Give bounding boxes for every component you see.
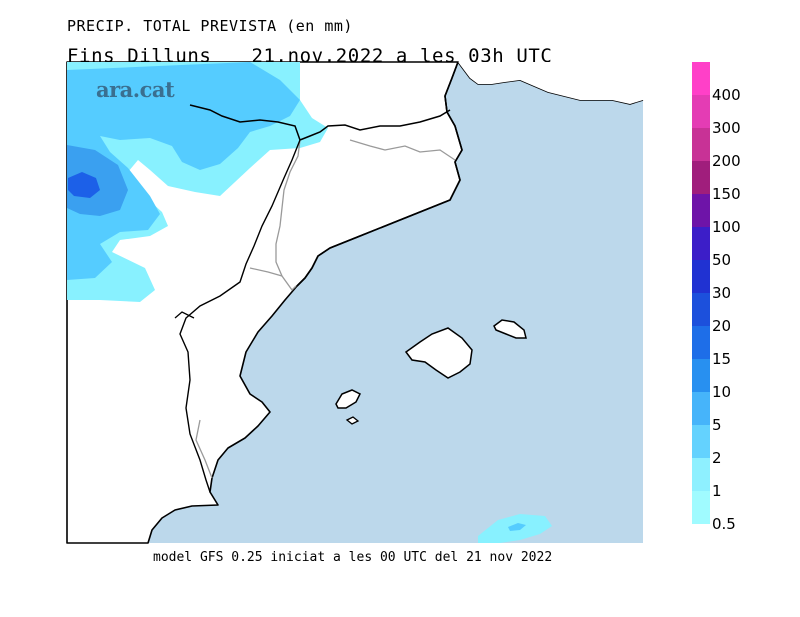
island-menorca xyxy=(493,319,527,339)
legend-swatch xyxy=(692,128,710,161)
legend-swatch xyxy=(692,326,710,359)
model-footer: model GFS 0.25 iniciat a les 00 UTC del … xyxy=(153,550,553,565)
valencia-border xyxy=(249,267,283,277)
legend-swatch xyxy=(692,62,710,95)
map-title: PRECIP. TOTAL PREVISTA (en mm) xyxy=(67,17,353,35)
island-formentera xyxy=(345,416,360,425)
border-notch xyxy=(174,311,195,319)
legend-swatch xyxy=(692,194,710,227)
island-mallorca xyxy=(404,327,473,379)
legend-label: 50 xyxy=(712,251,732,269)
legend-label: 400 xyxy=(712,86,741,104)
brand-logo: ara.cat xyxy=(96,77,175,102)
catalan-coast xyxy=(296,61,463,287)
legend-label: 300 xyxy=(712,119,741,137)
precipitation-field xyxy=(67,62,552,543)
pyrenees-border xyxy=(189,104,451,141)
catalonia-border xyxy=(349,139,456,161)
legend-swatch xyxy=(692,491,710,524)
legend-label: 200 xyxy=(712,152,741,170)
legend-swatch xyxy=(692,425,710,458)
inland-border xyxy=(179,139,301,493)
legend-swatch xyxy=(692,227,710,260)
legend-label: 30 xyxy=(712,284,732,302)
island-ibiza xyxy=(335,389,362,409)
legend-label: 5 xyxy=(712,416,722,434)
legend-colorbar xyxy=(692,62,710,524)
legend-label: 2 xyxy=(712,449,722,467)
legend-label: 10 xyxy=(712,383,732,401)
legend-label: 150 xyxy=(712,185,741,203)
regional-border-aragon xyxy=(275,139,301,292)
legend-label: 15 xyxy=(712,350,732,368)
legend-label: 1 xyxy=(712,482,722,500)
legend-swatch xyxy=(692,458,710,491)
legend-swatch xyxy=(692,260,710,293)
murcia-border xyxy=(195,419,213,479)
legend-label: 0.5 xyxy=(712,515,736,533)
legend-swatch xyxy=(692,392,710,425)
legend-label: 100 xyxy=(712,218,741,236)
legend-swatch xyxy=(692,95,710,128)
legend-swatch xyxy=(692,359,710,392)
france-land xyxy=(458,62,643,104)
legend-label: 20 xyxy=(712,317,732,335)
legend-swatch xyxy=(692,161,710,194)
legend-swatch xyxy=(692,293,710,326)
